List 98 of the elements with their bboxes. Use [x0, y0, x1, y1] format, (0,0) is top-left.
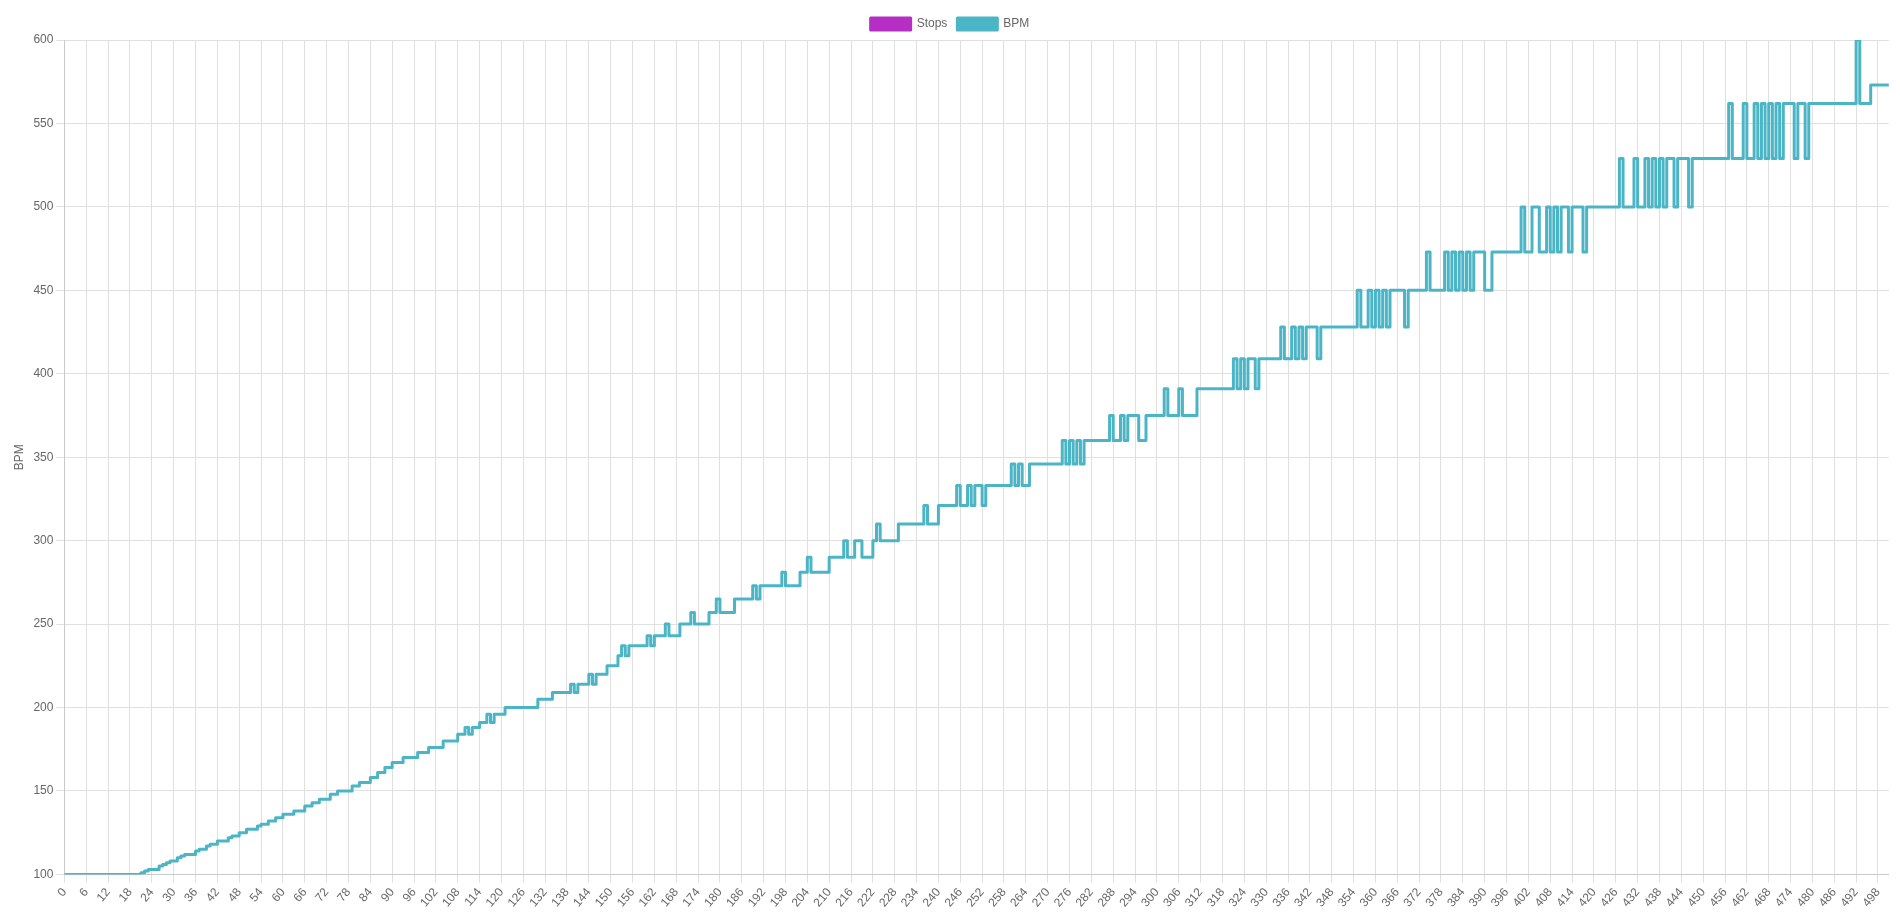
x-tick-label: 300: [1138, 884, 1162, 910]
y-tick-label: 100: [33, 866, 54, 881]
x-tick-label: 408: [1531, 884, 1556, 910]
x-tick-label: 48: [224, 884, 245, 905]
x-tick-label: 468: [1749, 884, 1774, 910]
x-tick-label: 480: [1793, 884, 1818, 910]
x-tick-label: 384: [1444, 884, 1468, 910]
x-tick-label: 216: [832, 884, 857, 910]
x-tick-label: 18: [115, 884, 136, 905]
x-tick-label: 24: [137, 884, 157, 905]
x-tick-label: 114: [461, 884, 485, 909]
x-tick-label: 54: [246, 884, 267, 905]
x-tick-label: 450: [1684, 884, 1709, 910]
x-tick-label: 186: [723, 884, 747, 910]
x-tick-label: 378: [1422, 884, 1447, 910]
x-tick-label: 210: [810, 884, 835, 910]
y-axis-title: BPM: [11, 444, 26, 471]
x-tick-label: 444: [1662, 884, 1687, 910]
x-tick-label: 330: [1247, 884, 1272, 910]
x-tick-label: 492: [1837, 884, 1862, 910]
x-tick-label: 432: [1618, 884, 1643, 910]
x-tick-label: 126: [504, 884, 529, 910]
x-tick-label: 276: [1050, 884, 1075, 910]
x-tick-label: 486: [1815, 884, 1840, 910]
y-tick-label: 400: [33, 366, 54, 381]
x-tick-label: 180: [701, 884, 725, 910]
y-tick-label: 600: [33, 32, 54, 47]
x-tick-label: 42: [202, 884, 223, 905]
x-tick-label: 156: [613, 884, 638, 910]
x-tick-label: 372: [1400, 884, 1425, 910]
x-tick-label: 240: [919, 884, 944, 910]
x-tick-label: 342: [1291, 884, 1315, 910]
x-tick-label: 294: [1116, 884, 1141, 910]
y-tick-label: 150: [33, 783, 54, 798]
x-tick-label: 246: [941, 884, 966, 910]
x-tick-label: 264: [1007, 884, 1031, 910]
x-tick-label: 456: [1706, 884, 1731, 910]
x-tick-label: 474: [1771, 884, 1796, 910]
x-tick-label: 462: [1728, 884, 1752, 910]
x-tick-label: 438: [1640, 884, 1665, 910]
x-tick-label: 90: [377, 884, 398, 905]
x-tick-label: 312: [1181, 884, 1206, 910]
y-tick-label: 550: [33, 115, 54, 130]
x-tick-label: 198: [766, 884, 791, 910]
x-tick-label: 336: [1269, 884, 1294, 910]
x-tick-label: 414: [1553, 884, 1578, 910]
y-tick-label: 350: [33, 449, 54, 464]
x-tick-label: 78: [334, 884, 354, 905]
x-tick-label: 258: [985, 884, 1010, 910]
x-tick-label: 420: [1575, 884, 1599, 910]
x-tick-label: 96: [399, 884, 420, 905]
x-tick-label: 354: [1334, 884, 1359, 910]
x-tick-label: 234: [897, 884, 922, 910]
x-tick-label: 426: [1597, 884, 1621, 910]
legend-label: Stops: [916, 16, 948, 31]
x-tick-label: 108: [438, 884, 463, 910]
x-tick-label: 72: [312, 884, 332, 905]
x-tick-label: 282: [1072, 884, 1097, 910]
x-tick-label: 204: [788, 884, 813, 910]
x-tick-label: 0: [54, 884, 70, 900]
x-tick-label: 360: [1356, 884, 1381, 910]
x-tick-label: 324: [1225, 884, 1250, 910]
x-tick-label: 36: [181, 884, 201, 905]
x-tick-label: 192: [744, 884, 769, 910]
x-tick-label: 60: [268, 884, 288, 905]
x-tick-label: 84: [355, 884, 376, 905]
legend-label: BPM: [1003, 16, 1030, 31]
x-tick-label: 12: [93, 884, 114, 905]
y-tick-label: 450: [33, 282, 54, 297]
x-tick-label: 132: [526, 884, 551, 910]
x-tick-label: 138: [548, 884, 573, 910]
x-tick-label: 162: [635, 884, 660, 910]
y-tick-label: 300: [33, 532, 54, 547]
x-tick-label: 168: [657, 884, 682, 910]
x-tick-label: 174: [679, 884, 704, 910]
y-tick-label: 250: [33, 616, 54, 631]
x-tick-label: 402: [1509, 884, 1534, 910]
x-tick-label: 366: [1378, 884, 1403, 910]
x-tick-label: 120: [482, 884, 507, 910]
y-tick-label: 500: [33, 199, 54, 214]
x-tick-label: 228: [875, 884, 900, 910]
x-tick-label: 66: [290, 884, 310, 905]
x-tick-label: 102: [417, 884, 441, 910]
x-tick-label: 144: [570, 884, 594, 910]
x-tick-label: 288: [1094, 884, 1119, 910]
x-tick-label: 318: [1203, 884, 1228, 910]
x-tick-label: 222: [854, 884, 878, 910]
x-tick-label: 270: [1028, 884, 1053, 910]
x-tick-label: 150: [591, 884, 616, 910]
x-tick-label: 498: [1859, 884, 1884, 910]
x-tick-label: 390: [1465, 884, 1490, 910]
y-tick-label: 200: [33, 699, 54, 714]
x-tick-label: 30: [159, 884, 179, 905]
x-tick-label: 252: [963, 884, 988, 910]
x-tick-label: 348: [1312, 884, 1337, 910]
x-tick-label: 306: [1160, 884, 1184, 910]
x-tick-label: 396: [1487, 884, 1512, 910]
x-tick-label: 6: [76, 884, 92, 900]
